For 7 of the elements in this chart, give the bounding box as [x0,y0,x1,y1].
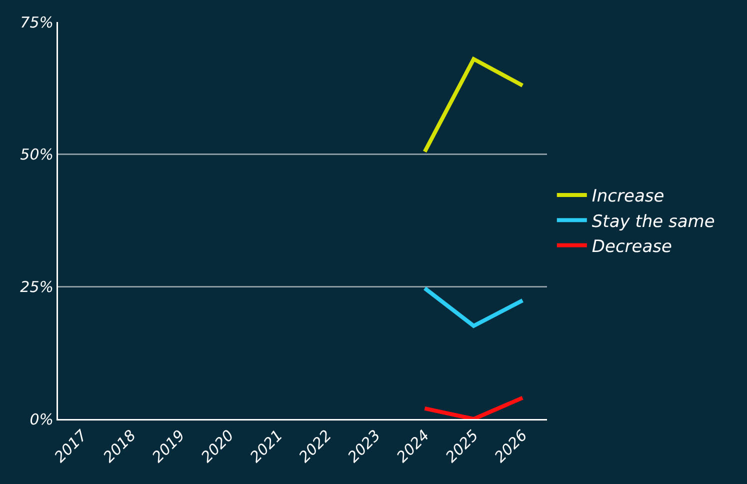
legend-label: Decrease [592,236,672,257]
y-tick-label: 75% [20,13,54,32]
y-tick-label: 25% [20,278,54,296]
legend-label: Increase [592,186,664,207]
y-tick-label: 50% [20,146,54,164]
legend-label: Stay the same [592,212,715,232]
y-tick-label: 0% [30,410,54,428]
